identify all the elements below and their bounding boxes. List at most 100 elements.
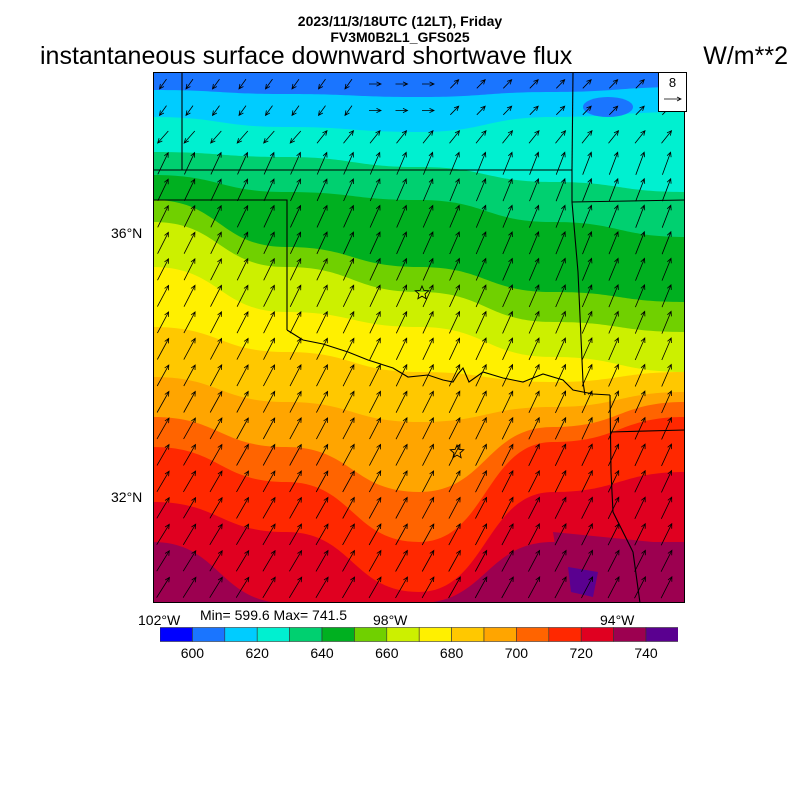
wind-arrow [448, 496, 461, 519]
wind-arrow [264, 105, 273, 117]
wind-arrow [262, 443, 276, 466]
wind-arrow [395, 81, 409, 87]
wind-arrow [262, 523, 276, 546]
wind-arrow [503, 79, 513, 89]
wind-arrow [289, 417, 302, 440]
wind-arrow [608, 443, 619, 466]
wind-arrow [342, 337, 355, 360]
wind-arrow [581, 469, 593, 493]
wind-arrow [209, 390, 223, 413]
wind-arrow [555, 129, 567, 144]
wind-arrow [317, 105, 326, 117]
wind-arrow [661, 363, 672, 387]
wind-arrow [395, 443, 408, 466]
wind-arrow [344, 105, 353, 117]
wind-arrow [369, 337, 381, 360]
wind-arrow [475, 257, 487, 281]
wind-arrow [660, 522, 673, 546]
wind-arrow [448, 363, 461, 387]
wind-arrow [262, 549, 276, 572]
wind-arrow [395, 416, 408, 440]
wind-arrow [368, 549, 382, 572]
wind-arrow [422, 231, 434, 255]
wind-arrow [289, 496, 302, 519]
colorbar-swatch [451, 627, 485, 642]
wind-arrow [183, 284, 196, 307]
colorbar-swatch [160, 627, 193, 642]
wind-arrow [263, 178, 275, 202]
wind-arrow [608, 204, 619, 228]
wind-arrow [369, 129, 381, 144]
wind-arrow [369, 284, 381, 307]
wind-arrow [634, 363, 646, 387]
contour-band [153, 542, 685, 603]
wind-arrow [555, 257, 566, 281]
wind-arrow [634, 575, 646, 599]
wind-arrow [635, 204, 646, 228]
wind-arrow [502, 204, 513, 228]
wind-arrow [661, 337, 672, 361]
wind-arrow [316, 257, 328, 281]
wind-arrow [182, 576, 197, 598]
wind-arrow [422, 337, 434, 360]
wind-arrow [263, 231, 275, 254]
kansas-missouri-border [571, 72, 574, 171]
wind-arrow [634, 469, 646, 493]
model-name: FV3M0B2L1_GFS025 [330, 29, 470, 45]
wind-arrow [236, 337, 249, 360]
units-label: W/m**2 [703, 42, 788, 70]
wind-vectors [156, 78, 673, 599]
wind-arrow [156, 470, 170, 493]
wind-arrow [422, 284, 434, 308]
wind-arrow [661, 443, 672, 467]
wind-arrow [369, 443, 382, 466]
wind-arrow [582, 151, 593, 175]
wind-arrow [209, 443, 223, 466]
wind-arrow [554, 469, 567, 493]
wind-arrow [448, 416, 461, 440]
wind-arrow [263, 364, 276, 387]
wind-arrow [369, 390, 381, 413]
wind-arrow [210, 151, 222, 175]
wind-arrow [396, 284, 407, 308]
wind-arrow [581, 496, 593, 519]
wind-arrow [342, 417, 355, 440]
wind-arrow [422, 470, 435, 493]
wind-arrow [582, 105, 592, 116]
wind-arrow [635, 177, 646, 202]
wind-arrow [450, 79, 460, 89]
wind-arrow [475, 284, 487, 308]
arkansas-louisiana-border [609, 429, 685, 433]
wind-arrow [660, 549, 673, 572]
wind-arrow [608, 310, 619, 334]
wind-arrow [529, 231, 540, 255]
wind-arrow [449, 310, 460, 334]
wind-arrow [501, 443, 514, 466]
wind-arrow [396, 204, 407, 228]
wind-arrow [184, 151, 195, 175]
wind-arrow [554, 549, 567, 572]
wind-arrow [634, 522, 646, 546]
colorbar-swatch [418, 627, 452, 642]
colorbar-swatch [192, 627, 226, 642]
wind-arrow [581, 443, 593, 466]
wind-arrow [448, 390, 461, 413]
lon-label: 102°W [138, 612, 181, 628]
wind-arrow [475, 469, 487, 493]
wind-arrow [449, 257, 460, 281]
wind-arrow [209, 550, 223, 572]
wind-arrow [342, 470, 355, 493]
wind-arrow [661, 469, 672, 493]
wind-arrow [183, 130, 196, 144]
wind-arrow [210, 257, 222, 281]
wind-arrow [502, 257, 513, 281]
wind-arrow [210, 204, 222, 228]
wind-arrow [501, 416, 514, 440]
wind-arrow [395, 337, 408, 360]
wind-arrow [210, 231, 222, 254]
shaded-field [153, 72, 685, 603]
wind-arrow [262, 576, 276, 599]
wind-arrow [262, 470, 276, 493]
wind-arrow [368, 470, 382, 493]
wind-arrow [263, 284, 275, 307]
